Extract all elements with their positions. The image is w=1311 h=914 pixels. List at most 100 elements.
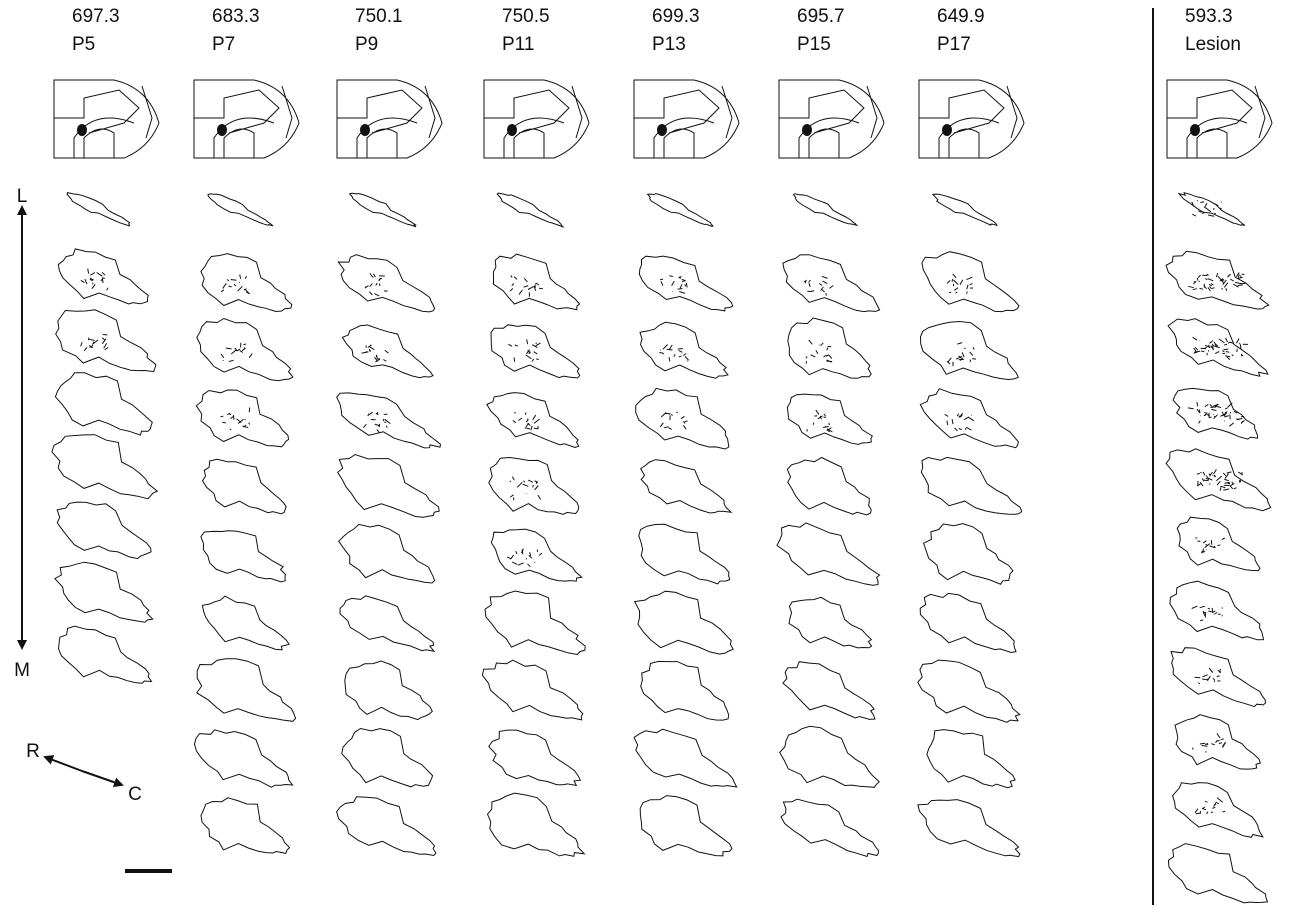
fiber: [965, 348, 966, 349]
schematic-outline: [779, 80, 884, 158]
fiber: [1208, 215, 1214, 216]
fiber: [960, 280, 963, 285]
fiber: [1202, 746, 1208, 747]
fiber: [1199, 421, 1201, 424]
fiber: [1216, 476, 1221, 481]
fiber: [512, 562, 517, 564]
fiber: [683, 425, 686, 429]
fiber: [88, 269, 89, 274]
fiber: [526, 423, 529, 427]
fiber: [1215, 804, 1216, 805]
section-outline: [1168, 844, 1267, 903]
fiber: [535, 486, 539, 490]
fiber: [226, 284, 227, 285]
section-outline: [57, 502, 151, 558]
brain-schematic: [779, 80, 884, 158]
fiber: [1225, 408, 1227, 409]
fiber: [813, 423, 814, 425]
fiber: [1193, 337, 1197, 340]
fiber: [1209, 284, 1212, 285]
fiber: [1215, 351, 1219, 353]
arrow-caudal: [82, 771, 122, 785]
fiber: [369, 292, 372, 295]
fiber: [952, 279, 953, 282]
section-outline: [927, 730, 1015, 788]
fiber: [957, 414, 958, 416]
fiber: [527, 339, 528, 344]
section-outline: [488, 793, 585, 856]
fiber: [1209, 474, 1210, 475]
fiber: [1222, 608, 1223, 609]
column-value: 683.3: [212, 6, 260, 27]
fiber: [530, 552, 531, 556]
fiber: [1205, 279, 1207, 280]
arrow-rostral: [45, 757, 82, 771]
fiber: [664, 427, 669, 428]
fiber: [972, 359, 976, 360]
fiber: [1226, 352, 1230, 353]
section-outline: [1170, 581, 1264, 640]
fiber: [967, 277, 973, 279]
fiber: [1202, 679, 1205, 680]
fiber: [1206, 544, 1208, 545]
fiber: [1196, 813, 1201, 814]
fiber: [672, 414, 673, 416]
fiber: [243, 344, 246, 345]
fiber: [1208, 279, 1214, 281]
fiber: [681, 416, 685, 418]
fiber: [532, 359, 534, 361]
fiber: [222, 422, 226, 423]
fiber: [1210, 407, 1215, 408]
fiber: [1224, 344, 1227, 345]
fiber: [661, 282, 663, 286]
fiber: [679, 356, 682, 357]
section-outline: [195, 730, 293, 787]
fiber: [365, 286, 366, 288]
injection-site: [360, 124, 370, 136]
section-outline: [918, 660, 1020, 722]
brain-schematic: [194, 80, 299, 158]
section-outline: [1173, 783, 1263, 838]
section-outline: [789, 597, 872, 648]
section-outline: [197, 659, 296, 722]
schematic-outline: [337, 80, 442, 158]
fiber: [238, 286, 243, 291]
fiber: [102, 338, 105, 340]
fiber: [954, 280, 959, 284]
fiber: [227, 280, 229, 281]
fiber: [669, 345, 672, 350]
fiber: [1207, 812, 1208, 814]
fiber: [236, 349, 240, 351]
fiber: [952, 419, 953, 424]
section-outline: [783, 662, 875, 720]
section-outline: [783, 255, 880, 312]
fiber: [1214, 469, 1217, 474]
fiber: [685, 284, 686, 286]
fiber: [662, 353, 664, 355]
fiber: [1211, 540, 1212, 545]
fiber: [1237, 349, 1238, 352]
brain-schematic: [337, 80, 442, 158]
fiber: [90, 273, 95, 276]
fiber: [954, 288, 958, 291]
fiber: [97, 273, 103, 277]
section-outline: [636, 388, 729, 449]
fiber: [107, 288, 109, 291]
fiber: [829, 355, 832, 358]
fiber: [1222, 811, 1225, 812]
fiber: [1222, 538, 1225, 540]
fiber: [514, 277, 517, 280]
section-outline: [787, 458, 871, 515]
fiber: [523, 484, 529, 486]
fiber: [229, 286, 232, 287]
section-outline: [202, 596, 289, 650]
fiber: [679, 292, 685, 294]
section-outline: [55, 373, 152, 435]
fiber: [535, 285, 536, 288]
fiber: [528, 287, 534, 290]
section-outline: [59, 626, 152, 683]
fiber: [230, 429, 231, 430]
section-outline: [794, 194, 857, 226]
fiber: [816, 350, 818, 354]
column-value: 593.3: [1185, 6, 1233, 27]
